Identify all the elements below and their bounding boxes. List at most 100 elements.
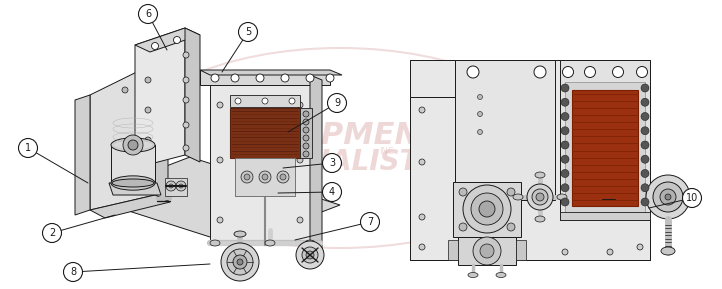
Circle shape [419, 107, 425, 113]
Circle shape [217, 102, 223, 108]
Circle shape [235, 98, 241, 104]
Ellipse shape [557, 194, 567, 200]
Polygon shape [410, 60, 455, 97]
Circle shape [122, 87, 128, 93]
Circle shape [473, 237, 501, 265]
Polygon shape [200, 70, 342, 75]
Circle shape [653, 182, 683, 212]
Circle shape [637, 244, 643, 250]
Circle shape [244, 174, 250, 180]
Circle shape [227, 249, 253, 275]
Circle shape [561, 141, 569, 149]
Circle shape [637, 139, 643, 145]
Circle shape [561, 112, 569, 121]
Circle shape [238, 23, 258, 42]
Circle shape [360, 212, 380, 231]
Circle shape [665, 194, 671, 200]
Bar [300, 108, 312, 158]
Text: 6: 6 [145, 9, 151, 19]
Circle shape [637, 66, 648, 77]
Ellipse shape [210, 240, 220, 246]
Polygon shape [109, 183, 161, 195]
Circle shape [641, 127, 649, 135]
Polygon shape [135, 28, 200, 52]
Circle shape [471, 193, 503, 225]
Circle shape [183, 97, 189, 103]
Circle shape [527, 184, 553, 210]
Bar [572, 90, 638, 206]
Circle shape [303, 127, 309, 133]
Text: SPECIALISTS: SPECIALISTS [240, 148, 439, 176]
Circle shape [296, 241, 324, 269]
Bar [165, 178, 187, 196]
Polygon shape [75, 95, 90, 215]
Text: INC.: INC. [379, 147, 396, 157]
Circle shape [211, 74, 219, 82]
Ellipse shape [112, 179, 154, 187]
Circle shape [328, 94, 347, 112]
Circle shape [612, 66, 624, 77]
Bar [230, 108, 300, 158]
Circle shape [297, 157, 303, 163]
Text: 4: 4 [329, 187, 335, 197]
Text: 5: 5 [245, 27, 251, 37]
Circle shape [145, 77, 151, 83]
Circle shape [660, 189, 676, 205]
Circle shape [637, 74, 643, 80]
Circle shape [217, 157, 223, 163]
Bar [565, 82, 645, 214]
Circle shape [173, 36, 180, 44]
Polygon shape [210, 75, 310, 245]
Bar [453, 182, 521, 237]
Circle shape [641, 112, 649, 121]
Circle shape [480, 244, 494, 258]
Circle shape [302, 247, 318, 263]
Polygon shape [155, 63, 168, 202]
Bar [560, 60, 650, 220]
Circle shape [562, 249, 568, 255]
Circle shape [297, 217, 303, 223]
Circle shape [262, 98, 268, 104]
Circle shape [497, 249, 503, 255]
Circle shape [463, 185, 511, 233]
Circle shape [237, 259, 243, 265]
Ellipse shape [305, 240, 315, 246]
Text: 1: 1 [25, 143, 31, 153]
Circle shape [303, 111, 309, 117]
Text: 9: 9 [334, 98, 340, 108]
Bar [230, 95, 300, 107]
Polygon shape [90, 195, 170, 218]
Circle shape [477, 95, 482, 99]
Circle shape [323, 182, 342, 201]
Circle shape [221, 243, 259, 281]
Circle shape [183, 122, 189, 128]
Circle shape [241, 171, 253, 183]
Ellipse shape [661, 247, 675, 255]
Circle shape [534, 66, 546, 78]
Circle shape [459, 223, 467, 231]
Circle shape [43, 223, 61, 242]
Ellipse shape [265, 240, 275, 246]
Text: 8: 8 [70, 267, 76, 277]
Circle shape [419, 244, 425, 250]
Text: 3: 3 [329, 158, 335, 168]
Circle shape [561, 98, 569, 106]
Circle shape [169, 184, 173, 188]
Circle shape [561, 127, 569, 135]
Bar [235, 158, 295, 196]
Circle shape [303, 151, 309, 157]
Circle shape [641, 141, 649, 149]
Circle shape [259, 171, 271, 183]
Circle shape [281, 74, 289, 82]
Circle shape [19, 138, 38, 158]
Circle shape [152, 42, 159, 49]
Bar [235, 158, 295, 196]
Polygon shape [410, 60, 650, 260]
Circle shape [231, 74, 239, 82]
Circle shape [145, 162, 151, 168]
Ellipse shape [111, 138, 155, 152]
Circle shape [297, 102, 303, 108]
Circle shape [233, 255, 247, 269]
Circle shape [303, 135, 309, 141]
Circle shape [166, 181, 176, 191]
